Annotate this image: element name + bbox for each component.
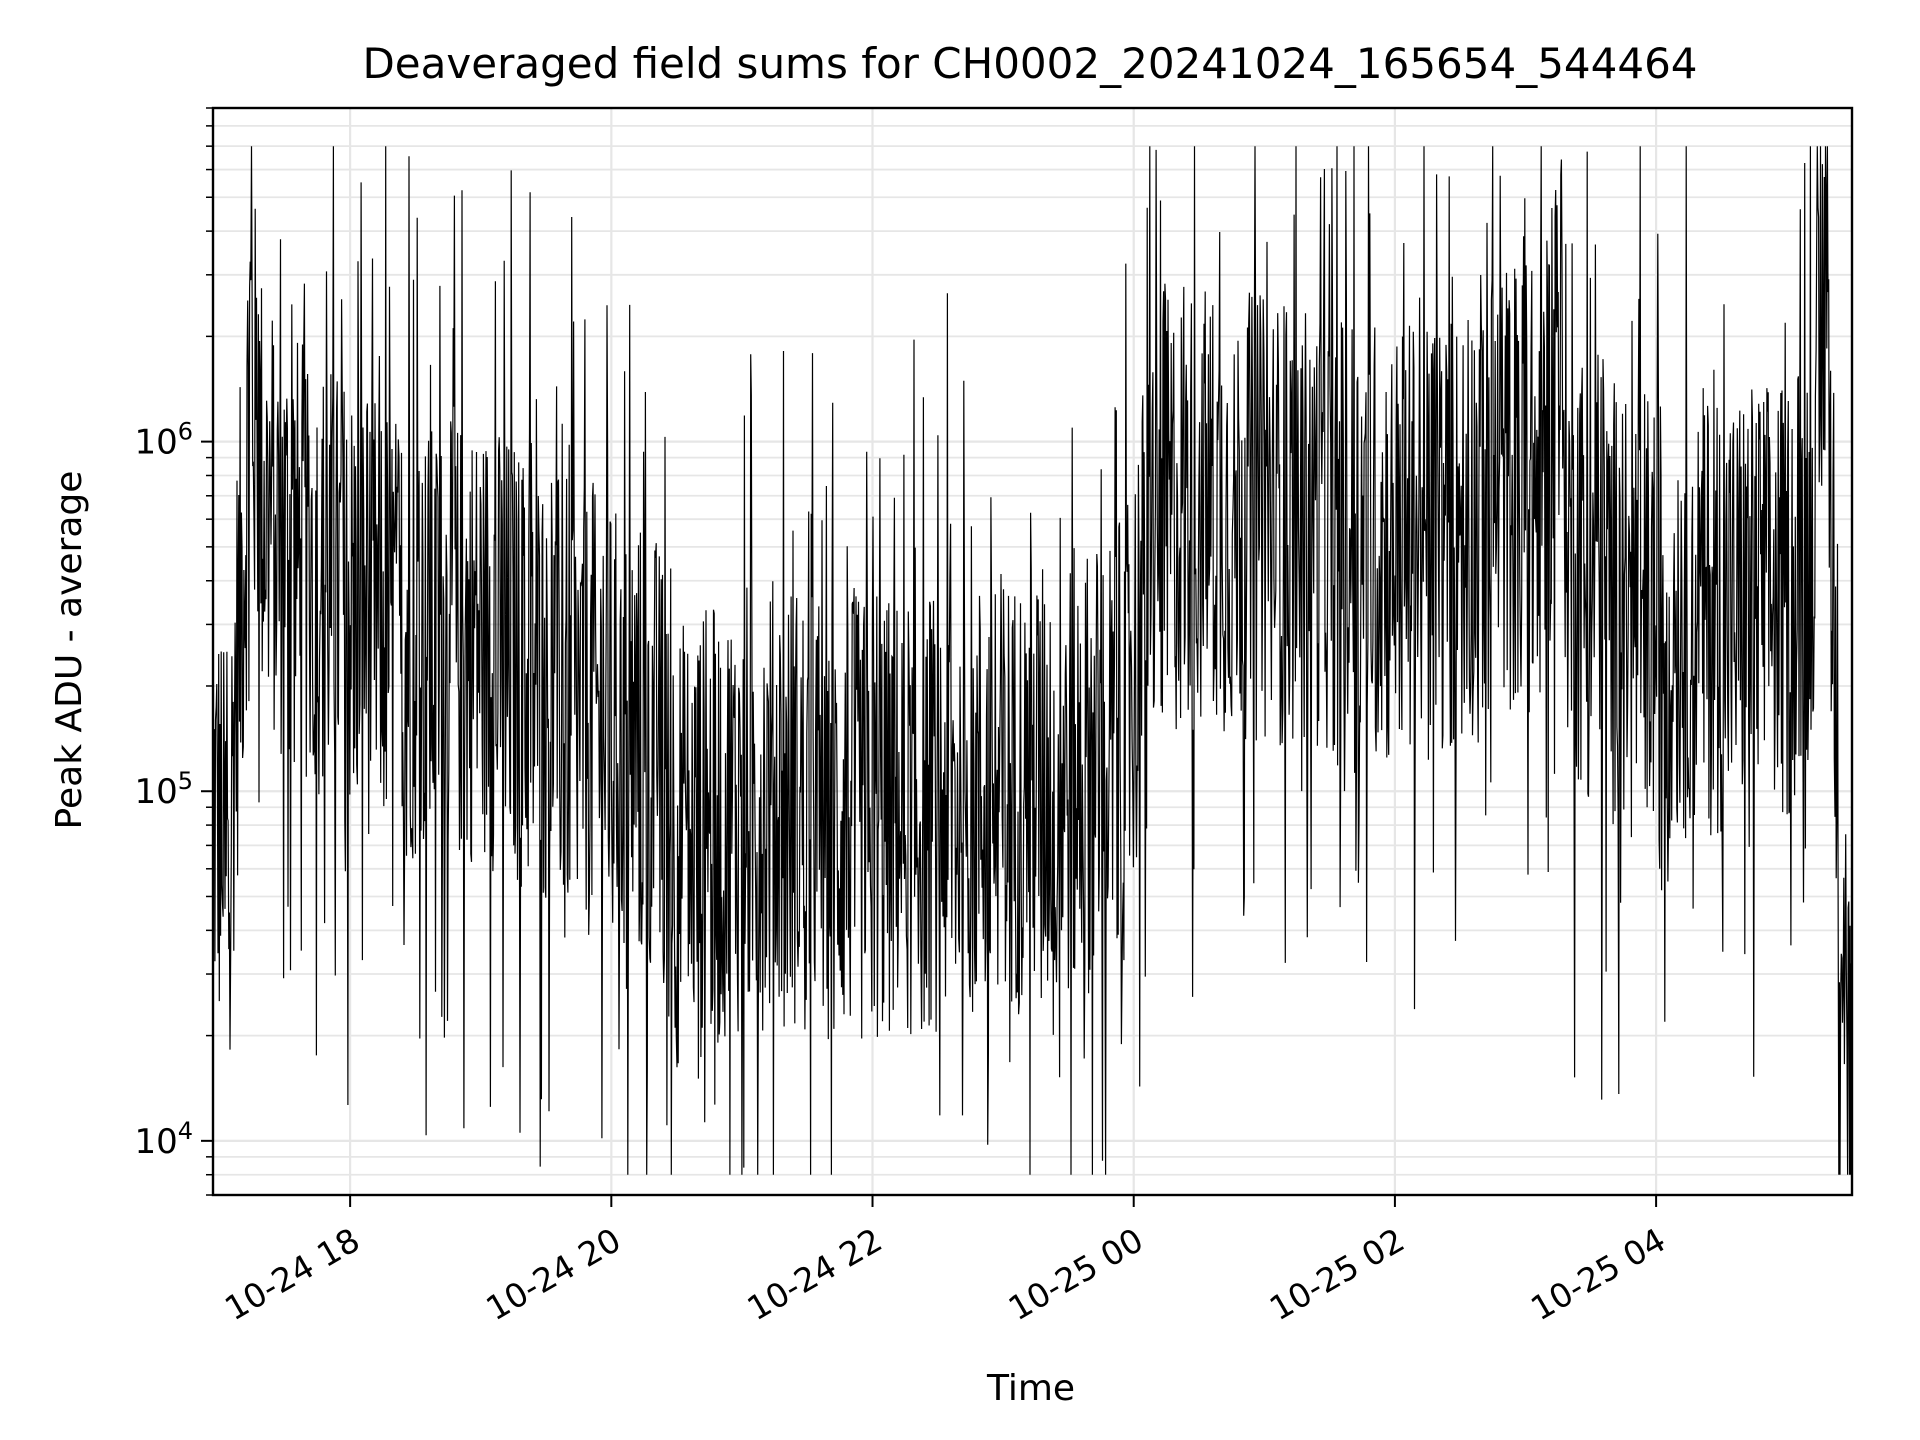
chart-title: Deaveraged field sums for CH0002_2024102… [362, 39, 1697, 88]
plot-area [212, 146, 1853, 1175]
x-axis-label: Time [986, 1368, 1075, 1409]
y-axis-label: Peak ADU - average [49, 471, 90, 830]
y-tick-label: 105 [134, 767, 193, 812]
y-tick-label: 104 [134, 1117, 193, 1162]
plot-frame [211, 106, 1854, 1197]
data-series-line [212, 146, 1853, 1175]
y-tick-label: 106 [134, 418, 193, 463]
